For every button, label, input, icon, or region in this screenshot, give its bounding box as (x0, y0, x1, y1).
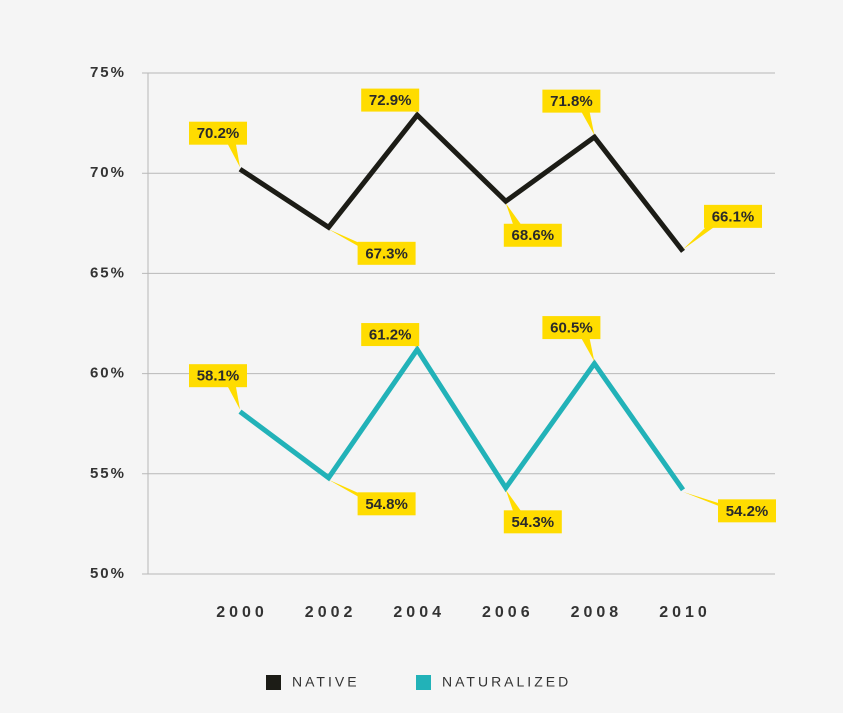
data-label: 58.1% (197, 368, 240, 385)
y-tick-label: 75% (90, 64, 126, 81)
legend-label: NATURALIZED (442, 674, 571, 690)
label-box (361, 323, 420, 347)
data-label: 54.8% (365, 496, 408, 513)
y-tick-label: 70% (90, 164, 126, 181)
label-box (357, 492, 416, 516)
label-box (503, 223, 562, 247)
label-box (357, 241, 416, 265)
legend-swatch (416, 675, 431, 690)
legend-label: NATIVE (292, 674, 360, 690)
series-line (238, 111, 685, 253)
y-tick-label: 65% (90, 264, 126, 281)
data-label: 71.8% (550, 93, 593, 110)
label-box (189, 364, 247, 388)
label-box (718, 499, 776, 523)
data-label: 68.6% (512, 227, 555, 244)
x-tick-label: 2000 (216, 604, 268, 621)
label-box (503, 510, 562, 534)
label-box (542, 89, 601, 113)
data-label: 70.2% (197, 125, 240, 142)
data-label: 54.3% (512, 514, 555, 531)
label-box (189, 121, 247, 145)
data-label: 61.2% (369, 327, 412, 344)
data-label: 67.3% (365, 245, 408, 262)
label-box (542, 316, 601, 340)
y-tick-label: 55% (90, 465, 126, 482)
label-box (704, 204, 762, 228)
label-box (361, 88, 420, 112)
x-tick-label: 2010 (659, 604, 711, 621)
series-line (238, 345, 686, 493)
x-tick-label: 2002 (305, 604, 357, 621)
x-tick-label: 2008 (571, 604, 623, 621)
y-tick-label: 50% (90, 565, 126, 582)
y-tick-label: 60% (90, 365, 126, 382)
data-label: 66.1% (712, 208, 755, 225)
legend-swatch (266, 675, 281, 690)
data-label: 72.9% (369, 92, 412, 109)
data-label: 60.5% (550, 320, 593, 337)
x-tick-label: 2004 (393, 604, 445, 621)
x-tick-label: 2006 (482, 604, 534, 621)
data-label: 54.2% (726, 503, 769, 520)
